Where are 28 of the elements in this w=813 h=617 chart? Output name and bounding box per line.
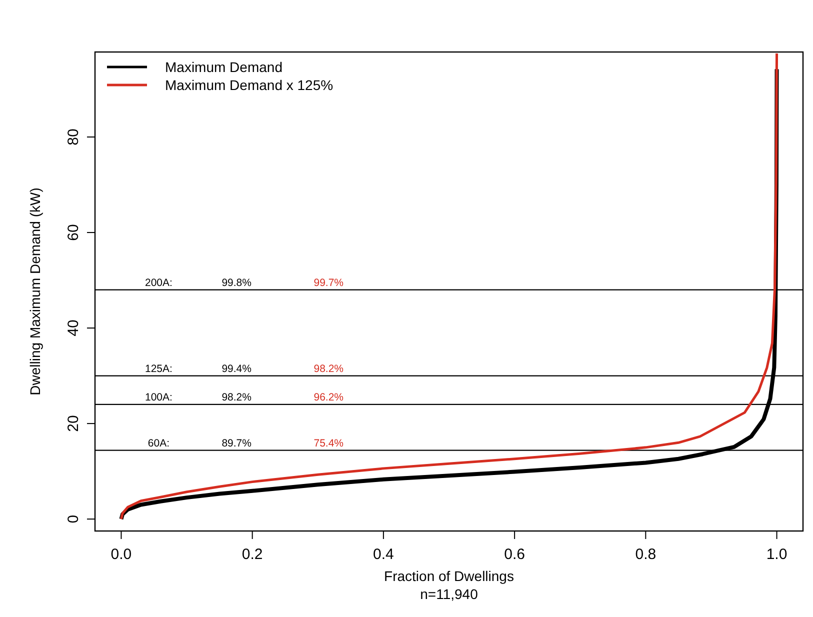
annotation: 98.2% — [222, 391, 252, 404]
annotation: 96.2% — [314, 391, 344, 404]
x-tick-label: 0.4 — [373, 546, 394, 563]
x-tick-label: 0.8 — [635, 546, 656, 563]
ref-line-label: 125A: — [144, 362, 172, 375]
x-tick-label: 1.0 — [766, 546, 788, 563]
y-tick-label: 20 — [65, 415, 82, 432]
y-tick-label: 0 — [65, 514, 82, 524]
annotation: 89.7% — [222, 437, 252, 450]
ref-line-label: 200A: — [144, 276, 172, 289]
x-tick-label: 0.0 — [110, 546, 132, 563]
ref-line-label: 60A: — [148, 437, 170, 450]
annotation: 99.7% — [314, 276, 344, 289]
annotation: 99.8% — [222, 276, 252, 289]
y-tick-label: 80 — [65, 128, 82, 146]
text: n=11,940 — [420, 586, 478, 602]
ref-line-label: 100A: — [144, 391, 172, 404]
annotation: 75.4% — [314, 437, 344, 450]
annotation: 98.2% — [314, 362, 344, 375]
legend-label: Maximum Demand — [165, 59, 282, 75]
legend-label: Maximum Demand x 125% — [165, 77, 334, 93]
annotation: 99.4% — [222, 362, 252, 375]
y-tick-label: 60 — [65, 224, 82, 241]
x-axis-title: Fraction of Dwellings — [384, 568, 514, 584]
y-axis-title: Dwelling Maximum Demand (kW) — [27, 188, 43, 396]
x-tick-label: 0.6 — [504, 546, 525, 563]
x-tick-label: 0.2 — [242, 546, 263, 563]
y-tick-label: 40 — [65, 320, 82, 336]
